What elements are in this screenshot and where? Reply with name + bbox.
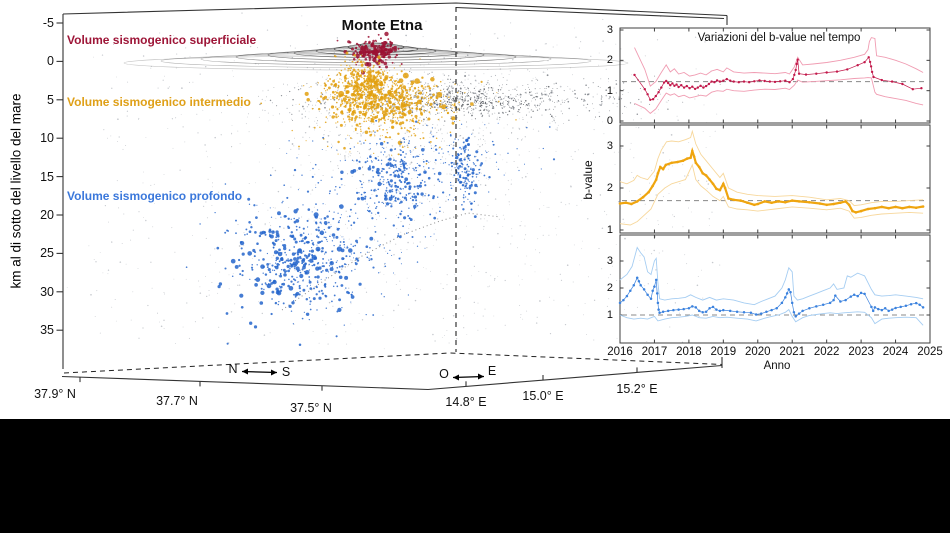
depth-tick-label: 20 [40, 208, 54, 222]
year-tick-label: 2017 [641, 345, 668, 358]
bvalue-tick-label: 1 [606, 84, 613, 97]
direction-west-label: O [439, 367, 449, 381]
year-tick-label: 2021 [779, 345, 806, 358]
lat-tick-label: 37.9° N [34, 387, 76, 401]
depth-tick-label: 35 [40, 323, 54, 338]
year-tick-label: 2018 [676, 345, 702, 358]
bvalue-axis-title: b-value [581, 160, 595, 200]
bvalue-panels-title: Variazioni del b-value nel tempo [697, 32, 861, 44]
letterbox-bar [0, 419, 950, 533]
bvalue-tick-label: 2 [606, 282, 613, 294]
lon-tick-label: 15.0° E [522, 389, 564, 403]
lat-tick-label: 37.7° N [156, 394, 198, 408]
depth-tick-label: 5 [47, 92, 54, 107]
year-tick-label: 2016 [607, 345, 633, 358]
direction-east-label: E [487, 364, 497, 378]
depth-tick-label: 30 [40, 284, 54, 299]
depth-tick-label: 10 [40, 131, 54, 146]
lat-tick-label: 37.5° N [290, 401, 332, 415]
figure-svg [56, 2, 931, 391]
lon-tick-label: 15.2° E [616, 382, 658, 396]
anno-axis-title: Anno [763, 360, 791, 372]
direction-north-label: N [228, 362, 238, 376]
depth-axis-title: km al di sotto del livello del mare [8, 93, 24, 289]
lon-tick-label: 14.8° E [445, 395, 487, 409]
monte-etna-title: Monte Etna [341, 17, 423, 34]
year-tick-label: 2019 [710, 345, 737, 358]
volume-label-profondo: Volume sismogenico profondo [67, 189, 243, 203]
bvalue-tick-label: 2 [606, 54, 613, 67]
bvalue-tick-label: 1 [606, 224, 613, 236]
bvalue-tick-label: 0 [606, 115, 613, 127]
bvalue-tick-label: 3 [606, 255, 613, 267]
depth-tick-label: 0 [47, 54, 54, 69]
bvalue-tick-label: 3 [606, 24, 613, 36]
bvalue-tick-label: 3 [606, 140, 613, 152]
bvalue-tick-label: 1 [606, 309, 613, 321]
year-tick-label: 2025 [917, 345, 943, 358]
direction-south-label: S [281, 365, 291, 379]
year-tick-label: 2023 [848, 345, 874, 358]
year-tick-label: 2020 [744, 345, 771, 358]
year-tick-label: 2022 [813, 345, 840, 358]
volume-label-superficiale: Volume sismogenico superficiale [67, 33, 257, 47]
bvalue-tick-label: 2 [606, 182, 613, 194]
volume-label-intermedio: Volume sismogenico intermedio [67, 95, 251, 109]
depth-tick-label: 15 [40, 169, 54, 184]
depth-tick-label: -5 [42, 16, 54, 30]
year-tick-label: 2024 [882, 345, 909, 358]
depth-tick-label: 25 [40, 246, 54, 261]
